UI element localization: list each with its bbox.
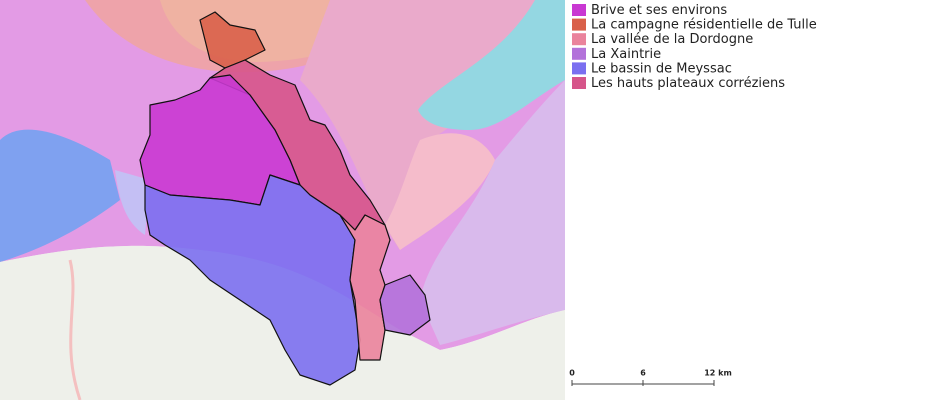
zone-blue-2 (115, 170, 150, 235)
scale-label: 12 km (704, 369, 732, 378)
legend-swatch (572, 33, 586, 46)
zone-blue (0, 129, 120, 262)
road (68, 259, 82, 400)
legend-swatch (572, 4, 586, 16)
zone-east (300, 0, 535, 250)
legend-label: La Xaintrie (591, 47, 661, 62)
region (144, 174, 361, 386)
legend-label: Les hauts plateaux corréziens (591, 76, 785, 91)
legend-label: Le bassin de Meyssac (591, 61, 732, 76)
legend-swatch (572, 77, 586, 89)
region (379, 274, 431, 336)
legend-label: La vallée de la Dordogne (591, 32, 753, 47)
scale-label: 6 (640, 369, 646, 378)
legend-swatch (572, 47, 586, 60)
legend-swatch (572, 18, 586, 31)
region (199, 11, 266, 69)
scale-bar: 0 6 12 km (569, 369, 732, 386)
scale-label: 0 (569, 369, 575, 378)
regions (139, 11, 431, 386)
legend-label: La campagne résidentielle de Tulle (591, 18, 817, 33)
zone-southeast (420, 80, 565, 345)
zone-east-2 (385, 133, 495, 250)
legend-label: Brive et ses environs (591, 3, 727, 18)
zone-lake (418, 0, 565, 130)
legend-swatch (572, 62, 586, 75)
